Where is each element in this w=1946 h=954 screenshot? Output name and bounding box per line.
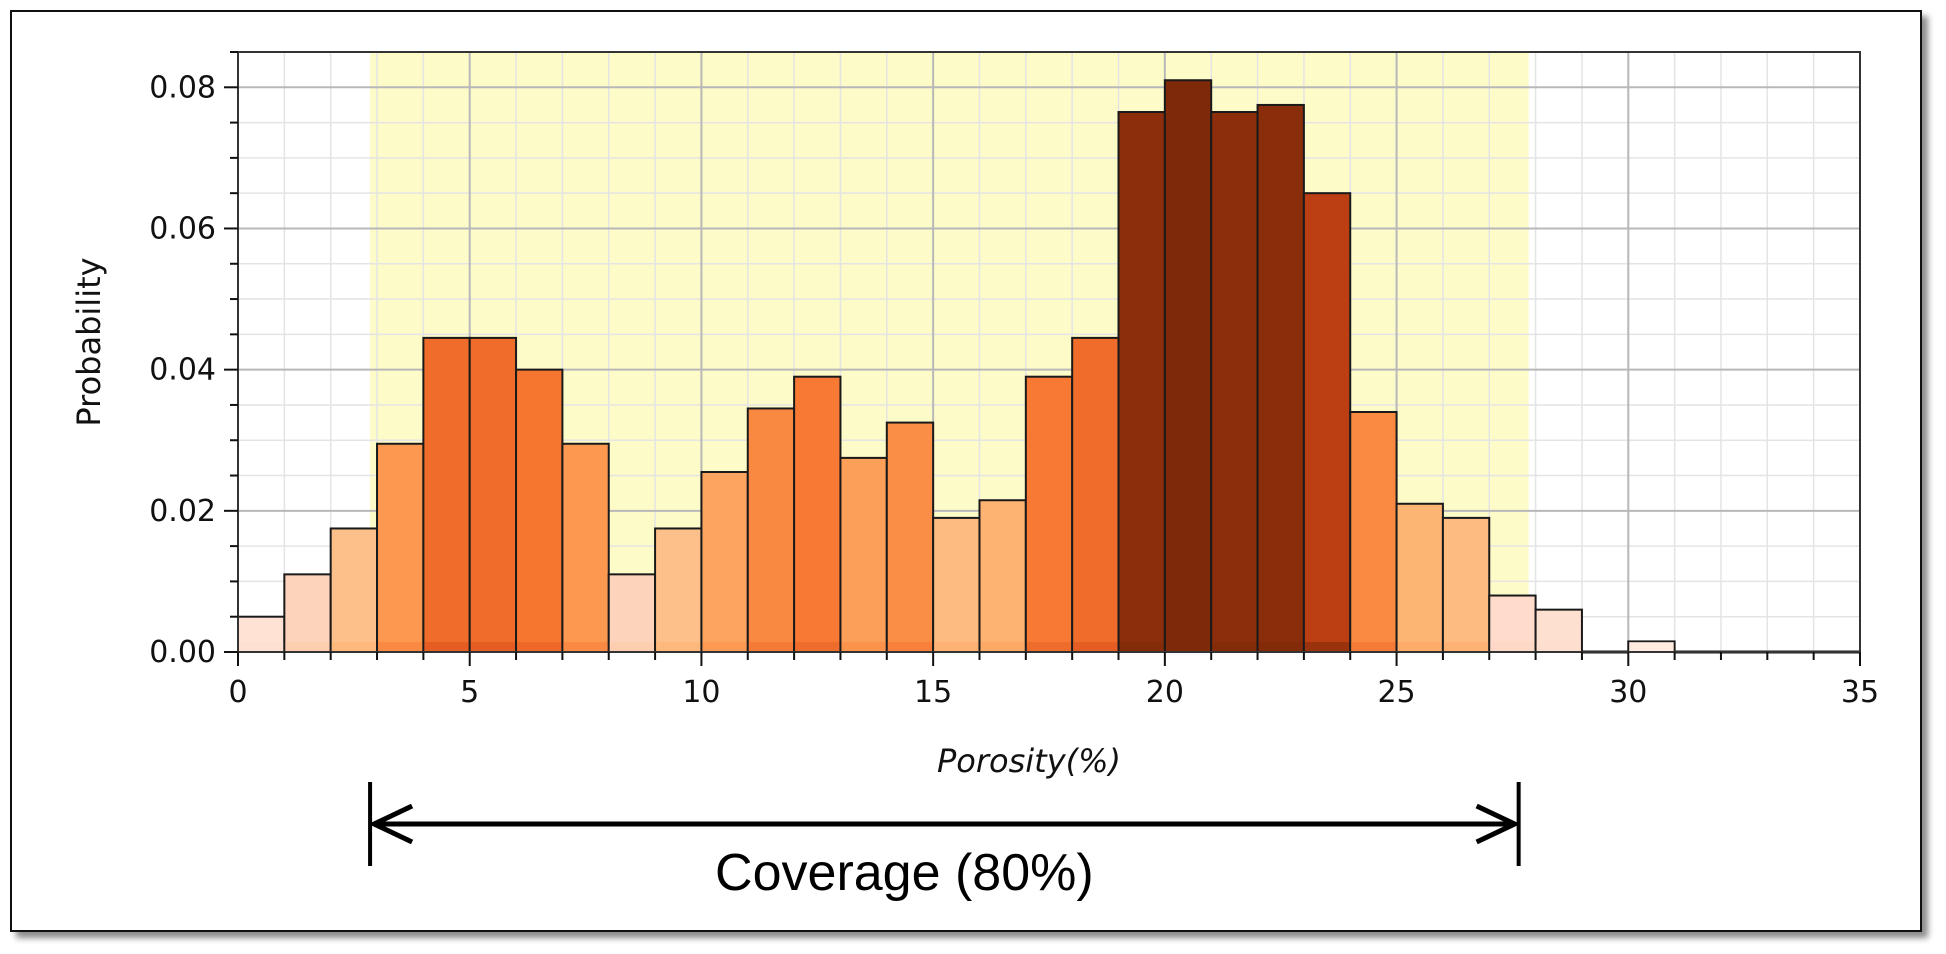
histogram-bar-base [656,642,701,651]
histogram-bar-base [1073,642,1118,651]
histogram-bar [1302,192,1352,653]
y-tick-label: 0.04 [149,353,216,388]
x-tick-label: 5 [460,675,479,710]
histogram-bar-base [1351,642,1396,651]
x-tick-label: 20 [1146,675,1184,710]
histogram-bar-base [517,642,562,651]
histogram-bar [329,527,379,653]
x-tick-label: 15 [914,675,952,710]
histogram-bar [793,375,842,653]
histogram-bar-base [702,642,747,651]
x-tick-label: 25 [1377,675,1415,710]
histogram-bar [1256,103,1305,654]
histogram-bar [283,573,332,654]
x-axis-label: Porosity(%) [937,742,1121,780]
axis-ticks [224,51,1861,666]
histogram-bar-base [1629,642,1674,651]
x-tick-labels: 0 5 10 15 20 25 30 35 [228,675,1879,710]
histogram-bar [839,456,888,653]
histogram-bar-base [1119,642,1164,651]
histogram-bar [654,527,703,653]
histogram-bar [422,336,471,653]
histogram-bar-base [1165,642,1211,651]
y-tick-labels: 0.00 0.02 0.04 0.06 0.08 [149,70,216,670]
histogram-bar-base [331,642,377,651]
histogram-bar-base [378,642,423,651]
histogram-bar [932,516,981,653]
histogram-bar-base [563,642,608,651]
histogram-bar [561,442,610,653]
histogram-bar [1210,111,1259,653]
x-tick-label: 35 [1841,675,1879,710]
chart-frame: 0 5 10 15 20 25 30 35 0.00 0.02 0.04 0.06 0.08 Poro… [10,10,1922,932]
y-axis-label: Probability [70,257,108,426]
histogram-bar-base [1212,642,1257,651]
histogram-bar [1349,411,1398,653]
histogram-bar [1117,111,1166,653]
coverage-arrow [368,782,1521,866]
histogram-bar-base [1304,642,1350,651]
histogram-chart: 0 5 10 15 20 25 30 35 0.00 0.02 0.04 0.06 0.08 Poro… [70,51,1879,902]
histogram-bar [1163,79,1213,653]
y-tick-label: 0.00 [149,635,216,670]
histogram-bar-base [795,642,840,651]
histogram-bar-base [1536,642,1581,651]
x-tick-label: 30 [1609,675,1647,710]
histogram-bar [515,368,564,653]
histogram-bar-base [1258,642,1303,651]
histogram-bar [885,421,935,653]
histogram-bar [1395,502,1444,653]
histogram-bar-base [980,642,1025,651]
coverage-arrow-right-head [1475,803,1521,845]
histogram-bar-base [424,642,469,651]
coverage-label: Coverage (80%) [715,844,1094,902]
y-tick-label: 0.08 [149,70,216,105]
x-tick-label: 10 [682,675,720,710]
y-tick-label: 0.02 [149,494,216,529]
histogram-bar-base [470,642,516,651]
histogram-bar [468,336,518,653]
histogram-bar [1071,336,1120,653]
histogram-bar-base [1397,642,1442,651]
x-tick-label: 0 [228,675,247,710]
histogram-bar [746,407,796,653]
y-tick-label: 0.06 [149,211,216,246]
histogram-bar-base [609,642,655,651]
histogram-bar-base [1026,642,1072,651]
histogram-bar-base [1443,642,1489,651]
histogram-bar-base [285,642,330,651]
histogram-bar-base [239,642,284,651]
histogram-bar [1441,516,1491,653]
histogram-bar-base [748,642,794,651]
histogram-bar-base [887,642,933,651]
plot-border [237,51,1861,653]
histogram-bar [700,471,749,653]
histogram-bar-base [934,642,979,651]
histogram-bar [978,499,1027,653]
histogram-bar [1024,375,1074,653]
coverage-arrow-left-head [368,803,414,845]
histogram-bar-base [1490,642,1535,651]
histogram-bar-base [841,642,886,651]
histogram-bar [376,442,425,653]
histogram-bar [607,573,657,654]
